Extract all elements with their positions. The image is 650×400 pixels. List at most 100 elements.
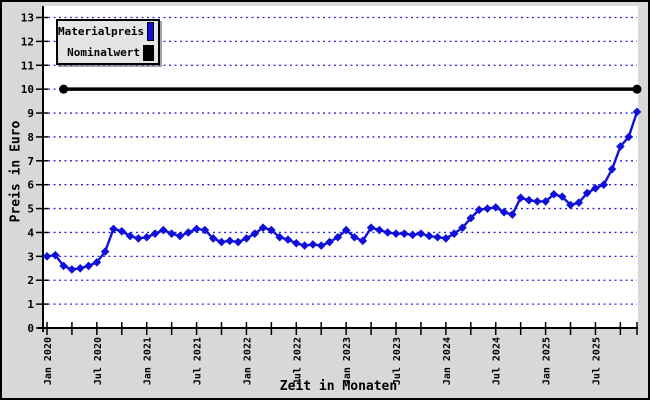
materialpreis-marker xyxy=(607,164,617,174)
materialpreis-marker xyxy=(59,261,68,271)
materialpreis-marker xyxy=(225,236,235,246)
materialpreis-marker xyxy=(474,205,484,215)
materialpreis-marker xyxy=(591,183,600,193)
materialpreis-marker xyxy=(242,234,251,243)
legend-label-nominalwert: Nominalwert xyxy=(67,46,140,59)
materialpreis-marker xyxy=(42,252,52,261)
legend-box: Materialpreis Nominalwert xyxy=(56,19,160,65)
materialpreis-marker xyxy=(117,226,127,236)
materialpreis-marker xyxy=(391,229,401,238)
materialpreis-marker xyxy=(441,234,451,243)
x-tick-label: Jan 2021 xyxy=(143,337,154,385)
materialpreis-marker xyxy=(566,200,575,210)
materialpreis-marker xyxy=(283,235,293,244)
x-tick-label: Jan 2022 xyxy=(242,337,253,385)
materialpreis-marker xyxy=(250,229,260,238)
y-tick-label: 7 xyxy=(27,155,34,168)
y-tick-label: 8 xyxy=(27,131,34,144)
y-tick-label: 6 xyxy=(27,179,34,192)
materialpreis-marker xyxy=(100,247,110,256)
materialpreis-marker xyxy=(142,232,152,242)
materialpreis-marker xyxy=(84,261,93,271)
materialpreis-marker xyxy=(532,197,542,206)
x-tick-label: Jul 2024 xyxy=(492,337,503,385)
materialpreis-marker xyxy=(316,241,326,250)
materialpreis-marker xyxy=(624,132,633,142)
x-tick-label: Jan 2025 xyxy=(542,337,553,385)
y-tick-label: 2 xyxy=(27,274,34,287)
materialpreis-marker xyxy=(508,210,517,219)
materialpreis-marker xyxy=(159,225,168,235)
y-tick-label: 13 xyxy=(21,12,34,25)
x-tick-label: Jan 2023 xyxy=(342,337,353,385)
materialpreis-marker xyxy=(383,228,393,237)
materialpreis-marker xyxy=(524,195,534,205)
materialpreis-marker xyxy=(333,232,343,242)
materialpreis-marker xyxy=(308,240,318,249)
materialpreis-marker xyxy=(341,225,351,235)
materialpreis-marker xyxy=(582,188,592,198)
materialpreis-marker xyxy=(358,236,368,246)
x-tick-label: Jan 2024 xyxy=(442,337,453,385)
materialpreis-marker xyxy=(541,197,550,206)
y-tick-label: 10 xyxy=(21,83,34,96)
materialpreis-marker xyxy=(458,223,467,232)
materialpreis-marker xyxy=(616,142,625,151)
materialpreis-marker xyxy=(167,229,176,238)
y-tick-label: 0 xyxy=(27,322,34,335)
y-axis-title: Preis in Euro xyxy=(8,120,24,223)
materialpreis-marker xyxy=(275,232,284,242)
nominalwert-endpoint xyxy=(632,84,642,94)
materialpreis-marker xyxy=(516,193,525,203)
materialpreis-marker xyxy=(574,198,584,207)
materialpreis-marker xyxy=(433,232,442,242)
nominalwert-endpoint xyxy=(59,84,69,94)
materialpreis-marker xyxy=(350,232,359,242)
materialpreis-marker xyxy=(258,223,268,232)
materialpreis-marker xyxy=(366,223,376,232)
materialpreis-marker xyxy=(375,225,384,235)
x-tick-label: Jul 2020 xyxy=(93,337,104,385)
materialpreis-marker xyxy=(192,224,201,234)
y-tick-label: 3 xyxy=(27,250,34,263)
materialpreis-marker xyxy=(208,234,218,243)
materialpreis-marker xyxy=(549,189,559,199)
materialpreis-marker xyxy=(449,229,459,238)
materialpreis-marker xyxy=(175,231,185,241)
materialpreis-marker xyxy=(557,192,567,201)
materialpreis-marker xyxy=(408,230,417,240)
materialpreis-marker xyxy=(233,237,243,247)
materialpreis-marker xyxy=(599,180,609,189)
legend-label-materialpreis: Materialpreis xyxy=(58,25,145,38)
y-tick-label: 4 xyxy=(27,226,34,239)
materialpreis-marker xyxy=(300,241,309,250)
y-tick-label: 5 xyxy=(27,203,34,216)
materialpreis-marker xyxy=(67,265,77,274)
materialpreis-marker xyxy=(183,228,193,237)
x-tick-label: Jul 2022 xyxy=(292,337,303,385)
materialpreis-marker xyxy=(632,107,642,117)
materialpreis-marker xyxy=(200,225,210,235)
materialpreis-marker xyxy=(499,207,509,217)
materialpreis-marker xyxy=(217,237,226,247)
materialpreis-marker xyxy=(51,250,60,260)
x-tick-label: Jan 2020 xyxy=(43,337,54,385)
materialpreis-marker xyxy=(325,237,334,247)
materialpreis-marker xyxy=(150,229,160,238)
materialpreis-marker xyxy=(75,263,85,273)
materialpreis-marker xyxy=(491,203,501,212)
y-tick-label: 1 xyxy=(27,298,34,311)
materialpreis-marker xyxy=(92,258,102,267)
y-tick-label: 11 xyxy=(21,59,35,72)
materialpreis-marker xyxy=(267,225,276,235)
materialpreis-marker xyxy=(466,213,476,223)
x-tick-label: Jul 2025 xyxy=(591,337,602,385)
y-tick-label: 12 xyxy=(21,35,34,48)
materialpreis-marker xyxy=(424,231,434,241)
legend-item-materialpreis: Materialpreis xyxy=(58,21,158,42)
legend-swatch-materialpreis-icon xyxy=(147,22,154,41)
materialpreis-marker xyxy=(416,229,426,238)
legend-swatch-nominalwert-icon xyxy=(143,44,154,61)
materialpreis-marker xyxy=(125,231,135,241)
